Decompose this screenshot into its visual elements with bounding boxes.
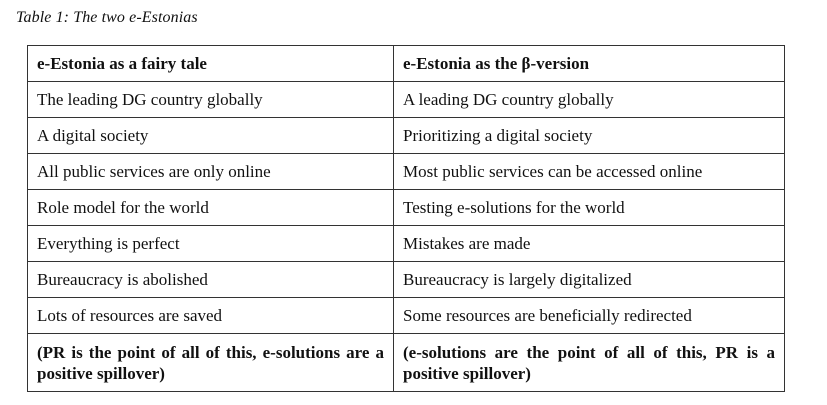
table-row: Everything is perfect Mistakes are made xyxy=(27,225,785,262)
table-row: Lots of resources are saved Some resourc… xyxy=(27,297,785,334)
table-cell: A digital society xyxy=(27,117,394,154)
table-cell: Bureaucracy is largely digitalized xyxy=(393,261,785,298)
table-row: All public services are only online Most… xyxy=(27,153,785,190)
table-cell: Most public services can be accessed onl… xyxy=(393,153,785,190)
table-cell: Lots of resources are saved xyxy=(27,297,394,334)
table-caption: Table 1: The two e-Estonias xyxy=(16,9,198,26)
table-cell-summary: (e-solutions are the point of all of thi… xyxy=(393,333,785,392)
table-row: Bureaucracy is abolished Bureaucracy is … xyxy=(27,261,785,298)
table-row: A digital society Prioritizing a digital… xyxy=(27,117,785,154)
table-cell: The leading DG country globally xyxy=(27,81,394,118)
table-row: The leading DG country globally A leadin… xyxy=(27,81,785,118)
comparison-table: e-Estonia as a fairy tale e-Estonia as t… xyxy=(27,45,785,392)
table-cell: All public services are only online xyxy=(27,153,394,190)
column-header-beta-version: e-Estonia as the β-version xyxy=(393,45,785,82)
table-cell-summary: (PR is the point of all of this, e-solut… xyxy=(27,333,394,392)
table-cell: Everything is perfect xyxy=(27,225,394,262)
table-cell: Prioritizing a digital society xyxy=(393,117,785,154)
table-cell: Testing e-solutions for the world xyxy=(393,189,785,226)
table-cell: Role model for the world xyxy=(27,189,394,226)
table-cell: Bureaucracy is abolished xyxy=(27,261,394,298)
table-header-row: e-Estonia as a fairy tale e-Estonia as t… xyxy=(27,45,785,82)
table-cell: Mistakes are made xyxy=(393,225,785,262)
table-cell: Some resources are beneficially redirect… xyxy=(393,297,785,334)
table-row: Role model for the world Testing e-solut… xyxy=(27,189,785,226)
table-cell: A leading DG country globally xyxy=(393,81,785,118)
table-row-summary: (PR is the point of all of this, e-solut… xyxy=(27,333,785,392)
column-header-fairy-tale: e-Estonia as a fairy tale xyxy=(27,45,394,82)
